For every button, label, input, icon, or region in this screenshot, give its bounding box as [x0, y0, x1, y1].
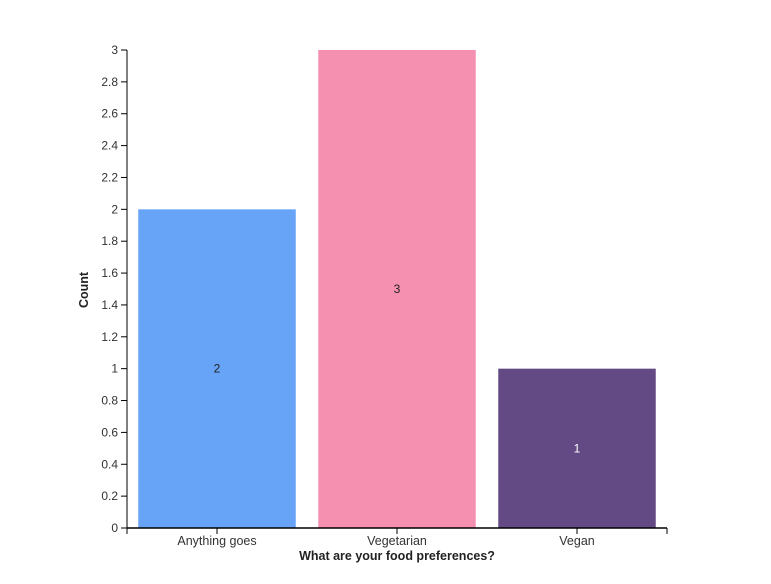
- x-tick-label: Vegan: [559, 534, 595, 548]
- bar-value-label: 2: [214, 362, 221, 376]
- y-tick-label: 0: [111, 521, 118, 535]
- y-tick-label: 0.2: [101, 489, 118, 503]
- y-tick-label: 2.2: [101, 170, 118, 184]
- y-tick-label: 1: [111, 362, 118, 376]
- bar: [138, 209, 296, 529]
- x-axis: Anything goes Vegetarian Vegan: [126, 527, 668, 548]
- y-tick-label: 1.2: [101, 330, 118, 344]
- bar-labels-group: 2 3 1: [214, 282, 581, 455]
- y-tick-label: 0.4: [101, 457, 118, 471]
- y-axis-title: Count: [77, 271, 91, 308]
- y-tick-label: 1.6: [101, 266, 118, 280]
- y-tick-label: 0.8: [101, 394, 118, 408]
- y-tick-label: 2.4: [101, 139, 118, 153]
- y-tick-label: 3: [111, 43, 118, 57]
- y-tick-label: 1.8: [101, 234, 118, 248]
- y-tick-label: 2.8: [101, 75, 118, 89]
- x-axis-title: What are your food preferences?: [299, 549, 495, 563]
- y-tick-label: 1.4: [101, 298, 118, 312]
- x-tick-label: Anything goes: [177, 534, 256, 548]
- y-tick-label: 2: [111, 202, 118, 216]
- y-axis: 0 0.2 0.4 0.6 0.8 1 1.2 1.4 1.6 1.8 2 2.2 2.4 2.6 2.8 3: [101, 43, 128, 535]
- bars-group: [138, 50, 656, 529]
- bar-value-label: 1: [574, 441, 581, 455]
- bar-value-label: 3: [394, 282, 401, 296]
- y-tick-label: 2.6: [101, 107, 118, 121]
- bar: [498, 368, 656, 528]
- y-tick-label: 0.6: [101, 425, 118, 439]
- x-tick-label: Vegetarian: [367, 534, 427, 548]
- bar: [318, 50, 476, 528]
